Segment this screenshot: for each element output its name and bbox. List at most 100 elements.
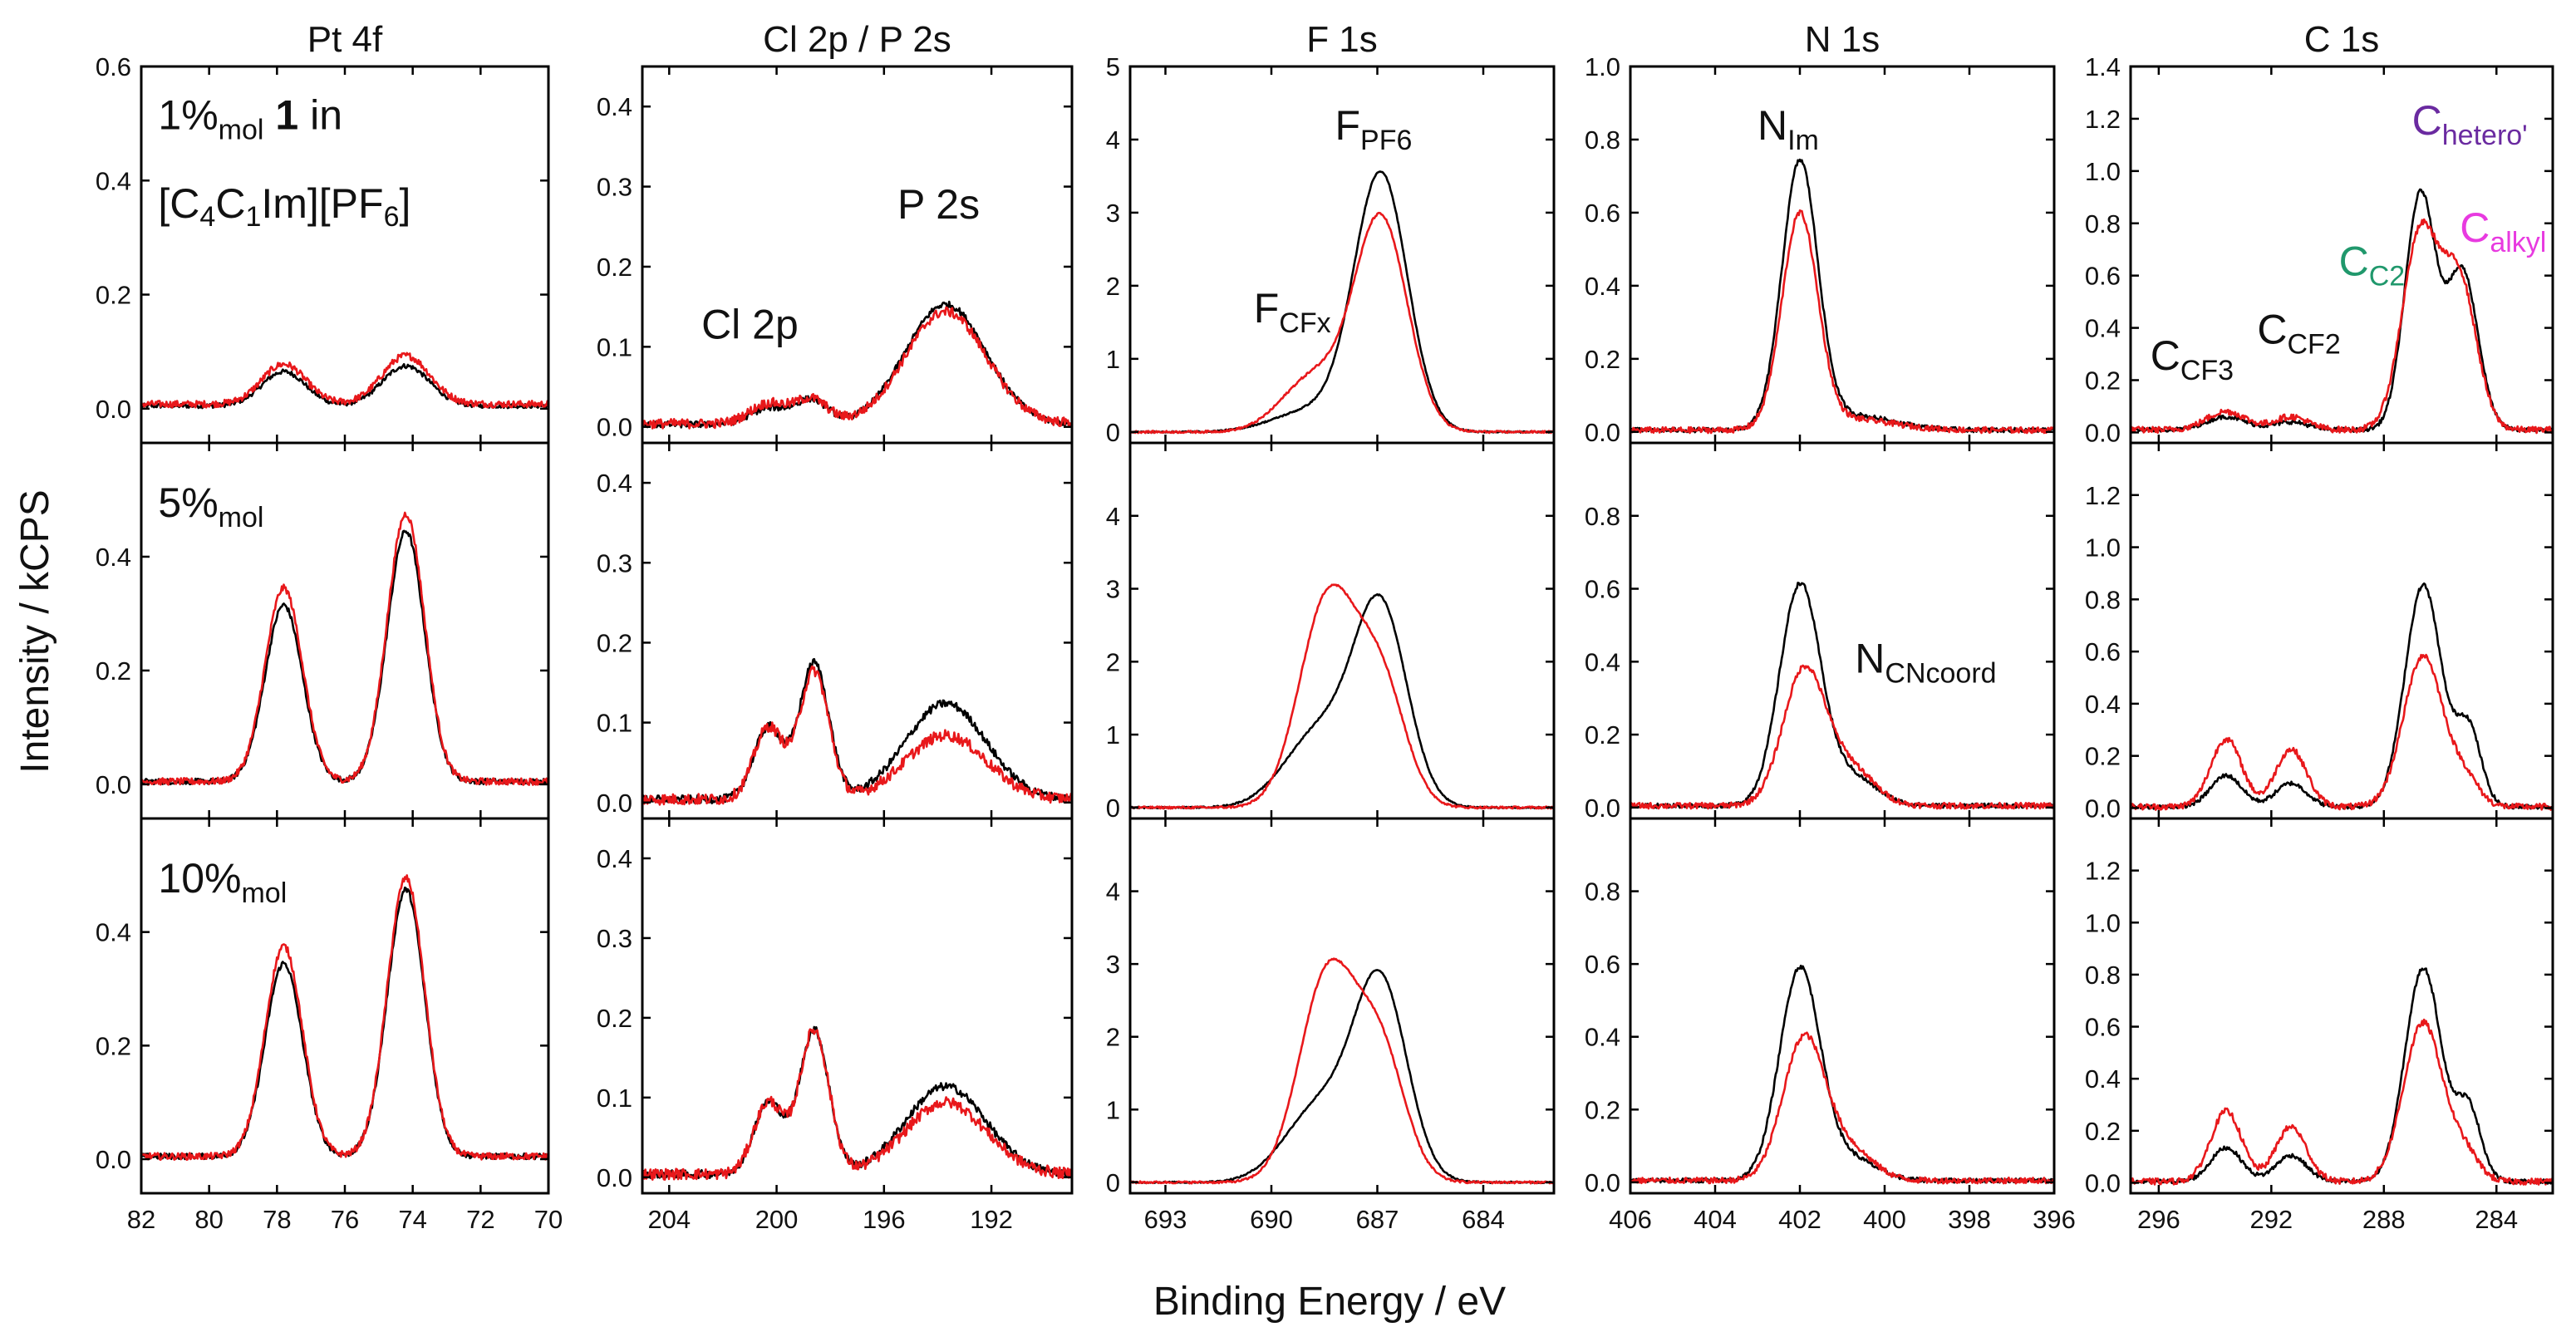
spectrum-panel: 0.0 0.2 0.4 0.6 0.8 1.0 1.2 296 292 288 284 (2085, 817, 2554, 1234)
y-tick-label: 1.0 (2085, 157, 2121, 186)
spectrum-panel: 0.0 0.1 0.2 0.3 0.4 (597, 65, 1074, 445)
column-title: F 1s (1306, 19, 1378, 60)
x-tick-label: 400 (1863, 1205, 1906, 1234)
x-tick-label: 74 (398, 1205, 426, 1234)
y-tick-label: 0.2 (2085, 366, 2121, 396)
y-tick-label: 0.1 (597, 1084, 632, 1113)
y-tick-label: 0.4 (2085, 690, 2121, 719)
panel-frame (1629, 441, 2056, 820)
y-tick-label: 0.0 (1585, 1168, 1620, 1197)
y-tick-label: 1.0 (2085, 533, 2121, 563)
spectrum-panel: 0.0 0.2 0.4 0.6 0.8 (1585, 441, 2056, 823)
panel-frame (641, 441, 1074, 820)
annotation-label: NCNcoord (1855, 635, 1996, 689)
spectrum-panel: 0 1 2 3 4 5 (1106, 52, 1556, 447)
column-title: Cl 2p / P 2s (763, 19, 951, 60)
spectrum-line-red (141, 351, 548, 409)
y-tick-label: 0 (1106, 418, 1120, 447)
annotation-label: 10%mol (158, 855, 287, 909)
y-tick-label: 0.4 (96, 166, 131, 195)
y-tick-label: 0.4 (1585, 1023, 1620, 1052)
y-tick-label: 0.0 (2085, 418, 2121, 447)
y-tick-label: 0.1 (597, 709, 632, 738)
x-tick-label: 404 (1694, 1205, 1737, 1234)
annotation-label: Calkyl (2460, 204, 2546, 258)
spectrum-panel: 0.0 0.1 0.2 0.3 0.4 (597, 441, 1074, 820)
y-tick-label: 0.6 (2085, 1013, 2121, 1042)
spectrum-line-black (2131, 967, 2553, 1185)
column-title: N 1s (1805, 19, 1880, 60)
annotation-label: NIm (1757, 102, 1819, 156)
x-tick-label: 284 (2475, 1205, 2518, 1234)
spectrum-line-black (1630, 964, 2054, 1184)
y-tick-label: 0.2 (597, 1004, 632, 1033)
y-tick-label: 0.2 (1585, 720, 1620, 750)
y-tick-label: 0.0 (96, 1145, 131, 1174)
annotation-label: CCF3 (2151, 332, 2234, 386)
panel-frame (2129, 441, 2554, 820)
spectrum-panel: 0.0 0.1 0.2 0.3 0.4 204 200 196 192 (597, 817, 1074, 1234)
annotation-label: Chetero' (2412, 97, 2528, 151)
y-tick-label: 0.2 (96, 1031, 131, 1060)
y-axis-label: Intensity / kCPS (13, 489, 57, 773)
y-tick-label: 1 (1106, 720, 1120, 750)
annotation-label: CCF2 (2257, 306, 2340, 360)
annotation-label: Cl 2p (701, 302, 799, 348)
y-tick-label: 0.2 (96, 656, 131, 686)
y-tick-label: 0.2 (96, 281, 131, 310)
y-tick-label: 1.2 (2085, 481, 2121, 510)
y-tick-label: 0.1 (597, 332, 632, 361)
spectrum-line-black (1130, 170, 1554, 434)
y-tick-label: 0.4 (2085, 1064, 2121, 1094)
y-tick-label: 0.8 (1585, 877, 1620, 907)
x-tick-label: 80 (194, 1205, 223, 1234)
spectrum-line-red (1130, 957, 1554, 1185)
x-tick-label: 292 (2249, 1205, 2293, 1234)
y-tick-label: 0.8 (2085, 585, 2121, 614)
spectrum-line-black (1630, 582, 2054, 809)
panel-frame (1128, 817, 1556, 1195)
x-tick-label: 406 (1609, 1205, 1652, 1234)
spectrum-panel: 0 1 2 3 4 693 690 687 684 (1106, 817, 1556, 1234)
y-tick-label: 1.0 (2085, 908, 2121, 937)
panel-grid: Pt 4f 0.0 0.2 0.4 0.6 0.0 0.2 0.4 0.0 0.2 0.4 82 80 7… (96, 19, 2554, 1234)
y-tick-label: 0.0 (1585, 794, 1620, 823)
y-tick-label: 0.6 (1585, 950, 1620, 979)
panel-frame (2129, 817, 2554, 1195)
spectrum-line-black (2131, 582, 2553, 810)
spectrum-line-black (1630, 158, 2054, 434)
x-tick-label: 402 (1778, 1205, 1821, 1234)
spectrum-line-red (141, 511, 548, 786)
y-tick-label: 0.2 (597, 253, 632, 282)
y-tick-label: 0.0 (96, 395, 131, 424)
annotation-label: FCFx (1254, 285, 1331, 339)
y-tick-label: 0.0 (1585, 418, 1620, 447)
y-tick-label: 0.4 (597, 844, 632, 873)
y-tick-label: 0.8 (1585, 502, 1620, 531)
y-tick-label: 0.3 (597, 924, 632, 953)
x-tick-label: 196 (863, 1205, 906, 1234)
y-tick-label: 0.4 (1585, 647, 1620, 676)
x-tick-label: 687 (1356, 1205, 1399, 1234)
y-tick-label: 0.8 (2085, 961, 2121, 990)
spectrum-line-red (141, 874, 548, 1161)
y-tick-label: 0.2 (597, 628, 632, 657)
y-tick-label: 0.0 (2085, 1168, 2121, 1197)
y-tick-label: 0.0 (597, 413, 632, 442)
spectrum-line-red (1130, 211, 1554, 435)
spectrum-panel: 0.0 0.2 0.4 (96, 441, 550, 820)
annotation-label: [C4C1Im][PF6] (158, 180, 410, 233)
y-tick-label: 2 (1106, 647, 1120, 676)
x-tick-label: 76 (331, 1205, 359, 1234)
column-title: C 1s (2304, 19, 2379, 60)
spectrum-line-black (141, 529, 548, 786)
x-tick-label: 72 (466, 1205, 494, 1234)
y-tick-label: 3 (1106, 950, 1120, 979)
y-tick-label: 0.4 (597, 92, 632, 121)
panel-frame (1629, 65, 2056, 445)
y-tick-label: 0.4 (96, 918, 131, 947)
y-tick-label: 0.6 (2085, 262, 2121, 291)
y-tick-label: 0 (1106, 794, 1120, 823)
x-tick-label: 192 (970, 1205, 1013, 1234)
spectrum-panel: 0.0 0.2 0.4 82 80 78 76 74 72 70 (96, 817, 563, 1234)
